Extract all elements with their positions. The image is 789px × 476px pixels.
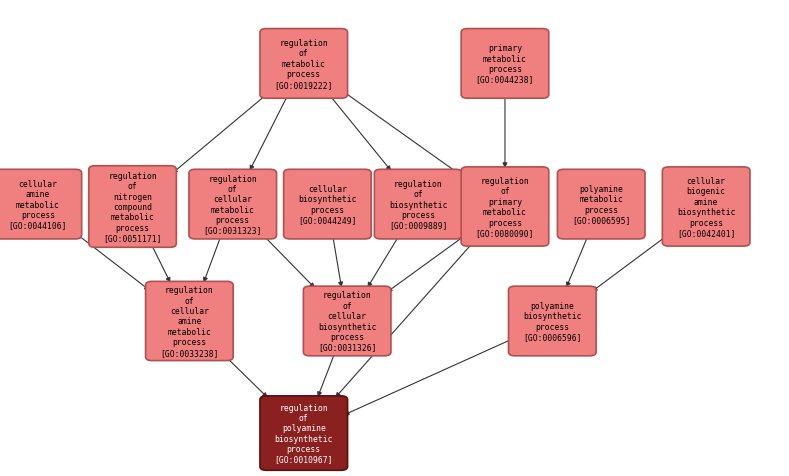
Text: cellular
biogenic
amine
biosynthetic
process
[GO:0042401]: cellular biogenic amine biosynthetic pro… bbox=[677, 177, 735, 238]
FancyBboxPatch shape bbox=[89, 167, 177, 248]
Text: regulation
of
cellular
biosynthetic
process
[GO:0031326]: regulation of cellular biosynthetic proc… bbox=[318, 291, 376, 352]
Text: cellular
amine
metabolic
process
[GO:0044106]: cellular amine metabolic process [GO:004… bbox=[9, 179, 67, 230]
FancyBboxPatch shape bbox=[375, 170, 462, 239]
FancyBboxPatch shape bbox=[260, 30, 347, 99]
Text: regulation
of
cellular
metabolic
process
[GO:0031323]: regulation of cellular metabolic process… bbox=[204, 174, 262, 235]
Text: regulation
of
nitrogen
compound
metabolic
process
[GO:0051171]: regulation of nitrogen compound metaboli… bbox=[103, 171, 162, 243]
FancyBboxPatch shape bbox=[283, 170, 371, 239]
Text: regulation
of
cellular
amine
metabolic
process
[GO:0033238]: regulation of cellular amine metabolic p… bbox=[160, 286, 219, 357]
Text: primary
metabolic
process
[GO:0044238]: primary metabolic process [GO:0044238] bbox=[476, 44, 534, 84]
FancyBboxPatch shape bbox=[303, 287, 391, 356]
Text: polyamine
metabolic
process
[GO:0006595]: polyamine metabolic process [GO:0006595] bbox=[572, 185, 630, 225]
Text: regulation
of
biosynthetic
process
[GO:0009889]: regulation of biosynthetic process [GO:0… bbox=[389, 179, 447, 230]
FancyBboxPatch shape bbox=[0, 170, 82, 239]
FancyBboxPatch shape bbox=[189, 170, 276, 239]
Text: cellular
biosynthetic
process
[GO:0044249]: cellular biosynthetic process [GO:004424… bbox=[298, 185, 357, 225]
FancyBboxPatch shape bbox=[508, 287, 596, 356]
Text: regulation
of
polyamine
biosynthetic
process
[GO:0010967]: regulation of polyamine biosynthetic pro… bbox=[275, 403, 333, 464]
FancyBboxPatch shape bbox=[461, 30, 549, 99]
FancyBboxPatch shape bbox=[461, 168, 549, 247]
FancyBboxPatch shape bbox=[260, 396, 347, 470]
FancyBboxPatch shape bbox=[557, 170, 645, 239]
Text: regulation
of
metabolic
process
[GO:0019222]: regulation of metabolic process [GO:0019… bbox=[275, 39, 333, 89]
FancyBboxPatch shape bbox=[662, 168, 750, 247]
FancyBboxPatch shape bbox=[145, 282, 234, 361]
Text: regulation
of
primary
metabolic
process
[GO:0080090]: regulation of primary metabolic process … bbox=[476, 177, 534, 238]
Text: polyamine
biosynthetic
process
[GO:0006596]: polyamine biosynthetic process [GO:00065… bbox=[523, 301, 581, 341]
